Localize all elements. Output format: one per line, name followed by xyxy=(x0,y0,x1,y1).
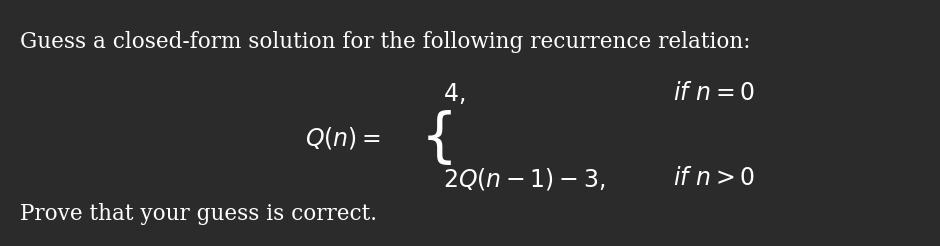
Text: $if\ n > 0$: $if\ n > 0$ xyxy=(673,168,756,190)
Text: Prove that your guess is correct.: Prove that your guess is correct. xyxy=(20,203,377,225)
Text: $\{$: $\{$ xyxy=(420,108,452,167)
Text: $Q(n) = $: $Q(n) = $ xyxy=(306,124,381,151)
Text: Guess a closed-form solution for the following recurrence relation:: Guess a closed-form solution for the fol… xyxy=(20,31,750,53)
Text: $if\ n = 0$: $if\ n = 0$ xyxy=(673,82,756,105)
Text: $2Q(n-1)-3,$: $2Q(n-1)-3,$ xyxy=(444,166,605,192)
Text: $4,$: $4,$ xyxy=(444,81,465,106)
